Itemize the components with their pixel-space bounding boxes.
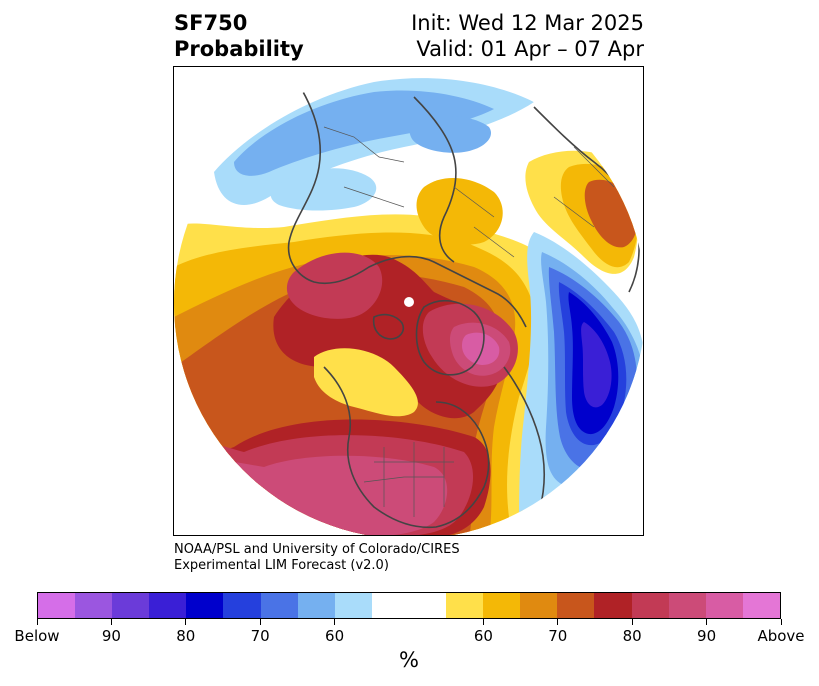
colorbar-tick-label: 70 [548,627,568,645]
colorbar-tick-label: Below [14,627,60,645]
colorbar-tick-label: 80 [622,627,642,645]
colorbar-cell [297,593,335,618]
north-america-coast [323,366,490,529]
init-date: Init: Wed 12 Mar 2025 [411,11,644,35]
colorbar-tick [706,619,708,625]
colorbar-tick-label: 90 [697,627,717,645]
credit-line-2: Experimental LIM Forecast (v2.0) [174,558,389,573]
colorbar-tick-label: 60 [325,627,345,645]
product-name: Probability [174,37,304,61]
arctic-islands [372,313,405,340]
above-region-90 [174,322,511,535]
below-north-60 [234,90,494,176]
polar-map-svg [174,67,643,535]
colorbar-tick [482,619,484,625]
colorbar-tick-label: 70 [250,627,270,645]
colorbar-unit: % [399,648,419,672]
europe-coast [413,96,457,263]
colorbar-cell [334,593,372,618]
colorbar-tick-label: 90 [101,627,121,645]
colorbar-cell [668,593,706,618]
border-lines-2 [363,442,454,517]
colorbar-cell [483,593,521,618]
greenland-coast [415,299,485,376]
below-north-70 [409,115,492,153]
probability-field [174,67,643,535]
borders [323,126,615,517]
colorbar [37,592,781,619]
colorbar-tick [110,619,112,625]
variable-name: SF750 [174,11,248,35]
credit-line-1: NOAA/PSL and University of Colorado/CIRE… [174,542,460,557]
colorbar-cell [149,593,187,618]
forecast-dates: Init: Wed 12 Mar 2025 Valid: 01 Apr – 07… [411,10,644,62]
colorbar-tick [36,619,38,625]
colorbar-tick [334,619,336,625]
colorbar-cell [520,593,558,618]
credit-text: NOAA/PSL and University of Colorado/CIRE… [174,542,460,574]
colorbar-cell [223,593,261,618]
north-pole-marker [404,297,414,307]
colorbar-cell [557,593,595,618]
colorbar-cell [408,593,447,618]
colorbar-cell [371,593,409,618]
probability-map [173,66,644,536]
colorbar-tick [259,619,261,625]
below-region-95 [581,322,612,408]
pacific-coast [503,366,545,513]
border-lines-3 [553,146,615,228]
colorbar-cell [112,593,150,618]
valid-range: Valid: 01 Apr – 07 Apr [416,37,644,61]
above-north-center [416,177,503,245]
eurasia-coast [287,76,527,328]
above-region-95 [462,332,500,365]
border-lines-1 [323,126,515,258]
colorbar-cell [38,593,76,618]
above-central-core [314,348,418,417]
colorbar-tick-label: 60 [473,627,493,645]
colorbar-cell [186,593,224,618]
colorbar-cell [631,593,669,618]
colorbar-cell [75,593,113,618]
colorbar-cell [260,593,298,618]
colorbar-cell [742,593,780,618]
colorbar-tick-label: Above [757,627,805,645]
colorbar-tick [631,619,633,625]
colorbar-tick [780,619,782,625]
colorbar-cell [446,593,484,618]
colorbar-tick [557,619,559,625]
chart-title: SF750 Probability [174,10,304,62]
below-north-center [270,168,377,211]
above-region-85 [174,252,518,535]
colorbar-cell [705,593,743,618]
colorbar-tick [185,619,187,625]
colorbar-cell [594,593,632,618]
colorbar-tick-label: 80 [176,627,196,645]
